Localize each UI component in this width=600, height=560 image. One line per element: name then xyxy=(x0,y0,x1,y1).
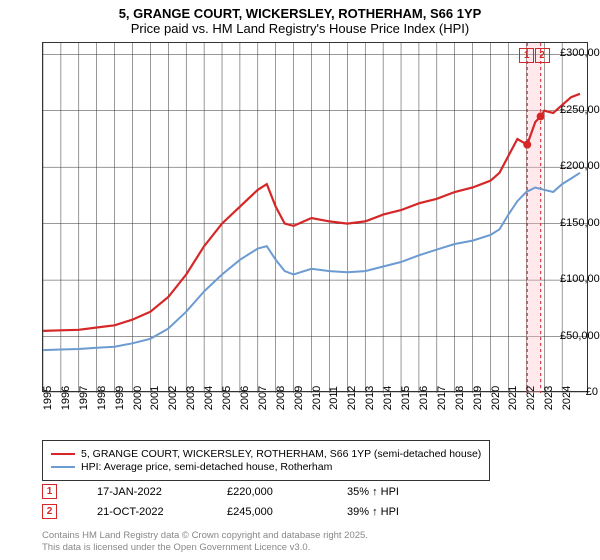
x-tick-label: 1998 xyxy=(96,386,108,410)
x-tick-label: 2008 xyxy=(275,386,287,410)
plot-area xyxy=(42,42,588,392)
x-tick-label: 2006 xyxy=(239,386,251,410)
attribution-text: Contains HM Land Registry data © Crown c… xyxy=(42,530,368,555)
x-tick-label: 1995 xyxy=(42,386,54,410)
x-tick-label: 1997 xyxy=(78,386,90,410)
title-line-2: Price paid vs. HM Land Registry's House … xyxy=(0,21,600,36)
x-tick-label: 2009 xyxy=(293,386,305,410)
annotation-delta: 39% ↑ HPI xyxy=(347,506,399,518)
legend-row: 5, GRANGE COURT, WICKERSLEY, ROTHERHAM, … xyxy=(51,448,481,460)
legend: 5, GRANGE COURT, WICKERSLEY, ROTHERHAM, … xyxy=(42,440,490,481)
x-tick-label: 2021 xyxy=(507,386,519,410)
y-tick-label: £250,000 xyxy=(560,104,598,116)
x-tick-label: 2019 xyxy=(472,386,484,410)
x-tick-label: 2023 xyxy=(543,386,555,410)
sale-marker-box: 1 xyxy=(519,48,534,63)
y-tick-label: £200,000 xyxy=(560,160,598,172)
x-tick-label: 2020 xyxy=(490,386,502,410)
x-tick-label: 2007 xyxy=(257,386,269,410)
annotation-delta: 35% ↑ HPI xyxy=(347,486,399,498)
x-tick-label: 1999 xyxy=(114,386,126,410)
x-tick-label: 2010 xyxy=(311,386,323,410)
x-tick-label: 2015 xyxy=(400,386,412,410)
annotation-date: 17-JAN-2022 xyxy=(97,486,187,498)
legend-swatch xyxy=(51,453,75,455)
annotation-row: 1 17-JAN-2022 £220,000 35% ↑ HPI xyxy=(42,484,399,499)
y-tick-label: £50,000 xyxy=(560,330,598,342)
x-tick-label: 2018 xyxy=(454,386,466,410)
x-tick-label: 2017 xyxy=(436,386,448,410)
chart-container: { "title_line1": "5, GRANGE COURT, WICKE… xyxy=(0,0,600,560)
x-tick-label: 2001 xyxy=(149,386,161,410)
legend-row: HPI: Average price, semi-detached house,… xyxy=(51,461,481,473)
x-tick-label: 2014 xyxy=(382,386,394,410)
plot-svg xyxy=(43,43,589,393)
chart-title: 5, GRANGE COURT, WICKERSLEY, ROTHERHAM, … xyxy=(0,0,600,38)
x-tick-label: 1996 xyxy=(60,386,72,410)
y-tick-label: £150,000 xyxy=(560,217,598,229)
annotation-price: £220,000 xyxy=(227,486,307,498)
x-tick-label: 2012 xyxy=(346,386,358,410)
x-tick-label: 2000 xyxy=(132,386,144,410)
y-tick-label: £300,000 xyxy=(560,47,598,59)
attribution-line-2: This data is licensed under the Open Gov… xyxy=(42,542,368,554)
x-tick-label: 2011 xyxy=(328,386,340,410)
annotation-price: £245,000 xyxy=(227,506,307,518)
x-tick-label: 2004 xyxy=(203,386,215,410)
x-tick-label: 2005 xyxy=(221,386,233,410)
legend-label: 5, GRANGE COURT, WICKERSLEY, ROTHERHAM, … xyxy=(81,448,481,460)
sale-marker-box: 2 xyxy=(535,48,550,63)
annotation-row: 2 21-OCT-2022 £245,000 39% ↑ HPI xyxy=(42,504,399,519)
x-tick-label: 2013 xyxy=(364,386,376,410)
annotation-num-box: 2 xyxy=(42,504,57,519)
x-tick-label: 2003 xyxy=(185,386,197,410)
title-line-1: 5, GRANGE COURT, WICKERSLEY, ROTHERHAM, … xyxy=(0,6,600,21)
x-tick-label: 2022 xyxy=(525,386,537,410)
x-tick-label: 2002 xyxy=(167,386,179,410)
legend-swatch xyxy=(51,466,75,468)
annotation-num-box: 1 xyxy=(42,484,57,499)
x-tick-label: 2016 xyxy=(418,386,430,410)
annotation-date: 21-OCT-2022 xyxy=(97,506,187,518)
attribution-line-1: Contains HM Land Registry data © Crown c… xyxy=(42,530,368,542)
y-tick-label: £100,000 xyxy=(560,273,598,285)
x-tick-label: 2024 xyxy=(561,386,573,410)
legend-label: HPI: Average price, semi-detached house,… xyxy=(81,461,332,473)
